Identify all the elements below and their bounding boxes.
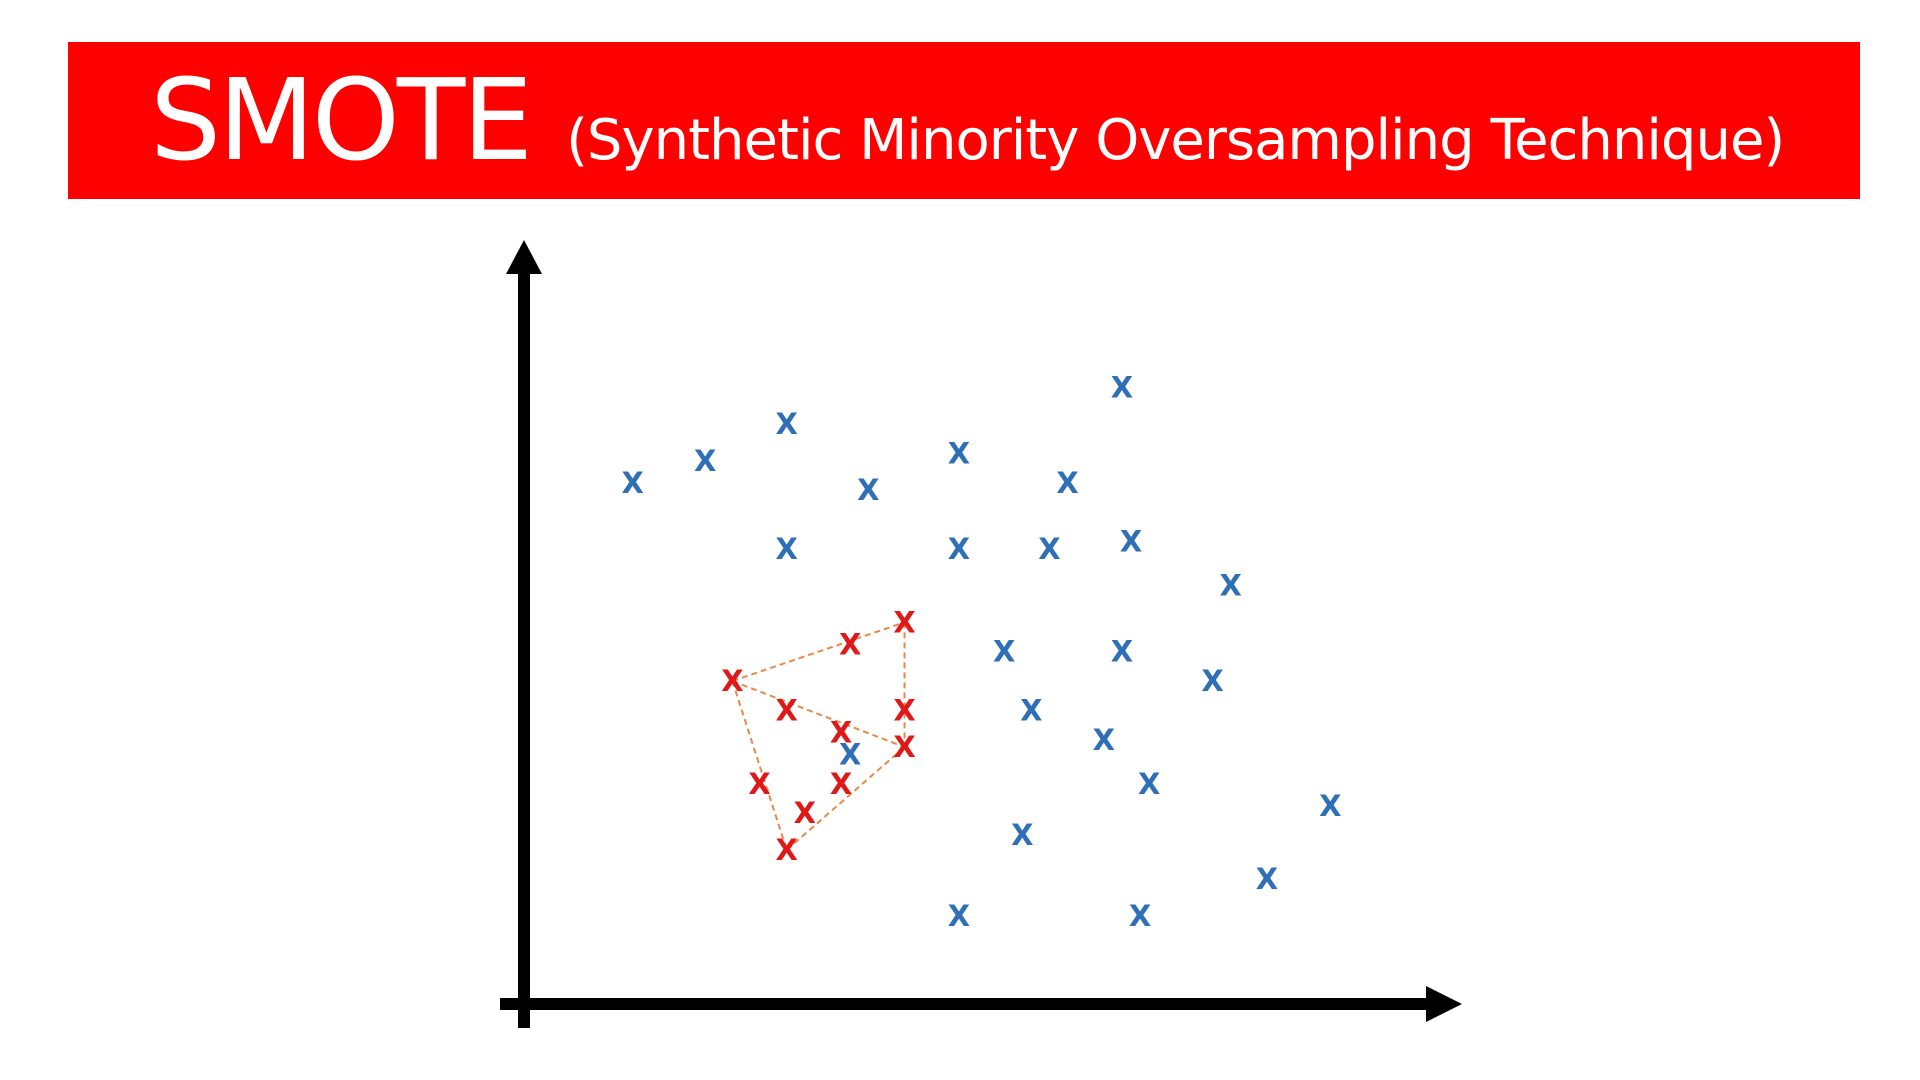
x-axis-arrowhead: [1426, 986, 1462, 1022]
majority-point: X: [1093, 723, 1115, 757]
axes: [500, 240, 1462, 1028]
minority-point: X: [830, 715, 852, 749]
minority-point: X: [721, 664, 743, 698]
minority-point: X: [839, 627, 861, 661]
minority-point: X: [776, 693, 798, 727]
majority-point: X: [1020, 693, 1042, 727]
majority-point: X: [1120, 525, 1142, 559]
minority-point: X: [830, 767, 852, 801]
majority-point: X: [1111, 370, 1133, 404]
synthetic-link-line: [786, 746, 906, 851]
minority-point: X: [893, 730, 915, 764]
minority-point: X: [893, 693, 915, 727]
majority-point: X: [1111, 635, 1133, 669]
majority-point: X: [776, 407, 798, 441]
minority-point: X: [776, 833, 798, 867]
majority-point: X: [839, 737, 861, 771]
slide-subtitle: (Synthetic Minority Oversampling Techniq…: [566, 107, 1785, 173]
majority-point: X: [857, 473, 879, 507]
y-axis-arrowhead: [506, 240, 542, 274]
majority-point: X: [1319, 789, 1341, 823]
majority-point: X: [1129, 899, 1151, 933]
majority-point: X: [948, 899, 970, 933]
synthetic-link-line: [732, 621, 905, 682]
majority-point: X: [1056, 466, 1078, 500]
title-banner: SMOTE (Synthetic Minority Oversampling T…: [68, 42, 1860, 199]
majority-point: X: [1201, 664, 1223, 698]
synthetic-link-line: [732, 680, 905, 749]
majority-point: X: [694, 444, 716, 478]
majority-point: X: [622, 466, 644, 500]
majority-point: X: [1038, 532, 1060, 566]
majority-point: X: [1011, 818, 1033, 852]
majority-point: X: [948, 532, 970, 566]
synthetic-links: [731, 621, 906, 851]
majority-point: X: [776, 532, 798, 566]
slide-title: SMOTE: [150, 55, 533, 186]
majority-point: X: [1138, 767, 1160, 801]
majority-point: X: [1220, 569, 1242, 603]
majority-point: X: [1256, 862, 1278, 896]
majority-point: X: [993, 635, 1015, 669]
majority-point: X: [948, 437, 970, 471]
minority-point: X: [748, 767, 770, 801]
minority-point: X: [794, 796, 816, 830]
minority-point: X: [893, 605, 915, 639]
